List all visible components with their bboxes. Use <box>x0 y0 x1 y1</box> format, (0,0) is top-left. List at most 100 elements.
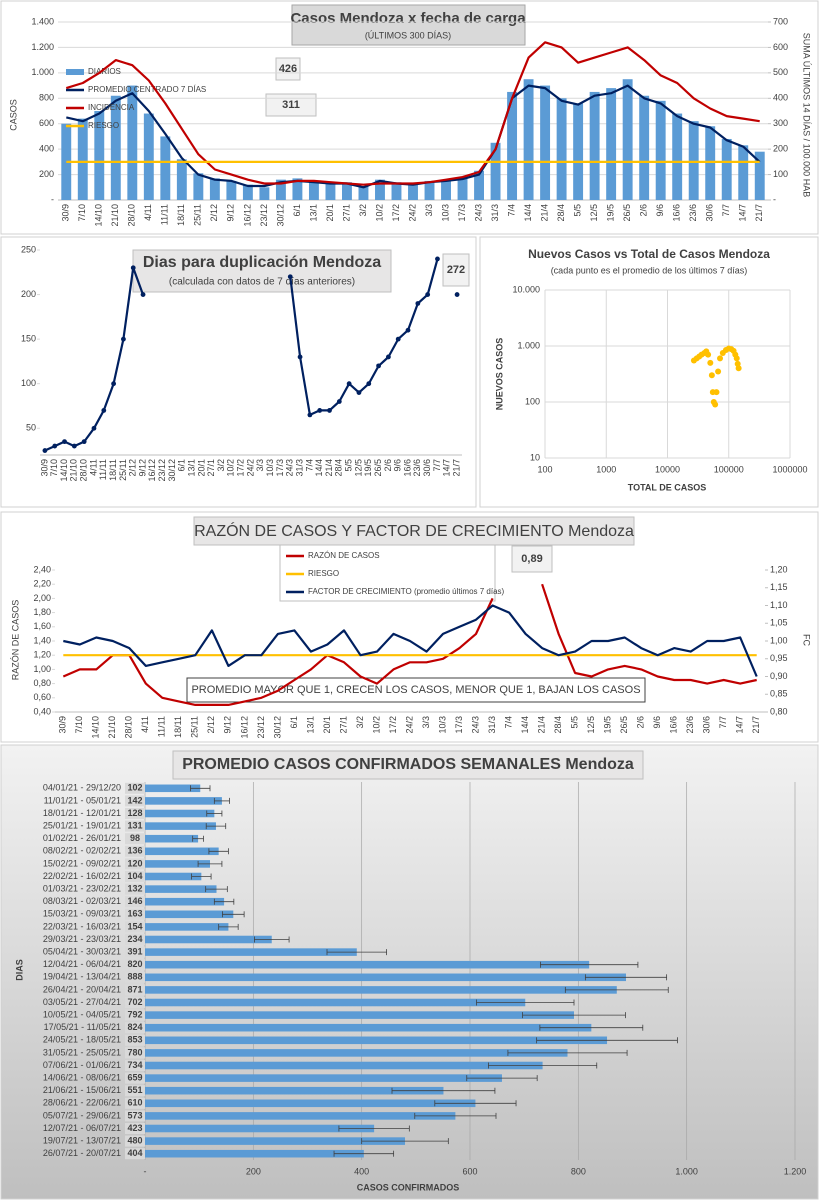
x-tick-label: 28/4 <box>334 459 344 477</box>
bar <box>145 1137 405 1145</box>
x-tick-label: 11/11 <box>98 459 108 480</box>
y-tick-label: 1.400 <box>31 16 54 26</box>
legend-box <box>279 544 496 602</box>
bar <box>145 948 357 956</box>
bar <box>77 118 88 200</box>
y-tick-label: 18/01/21 - 12/01/21 <box>43 808 121 818</box>
legend-swatch <box>66 69 84 75</box>
point <box>385 354 391 360</box>
x-tick-label: 400 <box>354 1166 369 1176</box>
note: PROMEDIO MAYOR QUE 1, CRECEN LOS CASOS, … <box>191 684 640 696</box>
value-label: 154 <box>127 921 142 931</box>
value-label-box <box>125 1009 145 1021</box>
point <box>346 381 352 387</box>
x-tick-label: 24/3 <box>285 459 295 477</box>
bar <box>721 138 732 200</box>
x-tick-label: 1.000 <box>675 1166 698 1176</box>
value-label: 142 <box>127 795 142 805</box>
x-tick-label: 30/9 <box>39 459 49 477</box>
x-tick-label: 11/11 <box>160 204 170 225</box>
x-tick-label: 21/10 <box>107 716 117 739</box>
bar <box>424 180 435 200</box>
y-tick-label: 1.200 <box>31 42 54 52</box>
value-label: 792 <box>127 1009 142 1019</box>
point <box>733 355 740 362</box>
point <box>425 292 431 297</box>
value-label-box <box>125 833 145 845</box>
point <box>62 439 67 445</box>
x-tick-label: 14/4 <box>314 459 324 477</box>
point <box>71 443 77 449</box>
x-tick-label: 3/2 <box>355 716 365 729</box>
x-tick-label: 16/12 <box>239 716 249 739</box>
bar <box>408 183 418 200</box>
y-tick-label: 29/03/21 - 23/03/21 <box>43 934 121 944</box>
y2-tick-label: 1,00 <box>770 635 788 645</box>
x-tick-label: 4/11 <box>143 204 153 221</box>
bar <box>145 797 222 805</box>
x-tick-label: 12/5 <box>589 204 599 222</box>
y2-tick-label: - <box>773 194 776 204</box>
value-label-box <box>125 934 145 945</box>
bar <box>145 1011 574 1019</box>
y-tick-label: 1,40 <box>33 635 51 645</box>
bar <box>441 179 451 200</box>
point <box>101 408 107 413</box>
x-tick-label: 4/11 <box>140 716 150 733</box>
title-box <box>291 4 526 46</box>
y2-tick-label: 400 <box>773 93 788 103</box>
bar <box>145 910 234 919</box>
x-tick-label: 9/6 <box>655 204 665 217</box>
x-tick-label: 18/11 <box>108 459 118 481</box>
annotation-box <box>275 57 301 81</box>
x-tick-label: 17/3 <box>275 459 285 477</box>
x-tick-label: 7/7 <box>721 204 731 217</box>
value-label-box <box>125 871 145 882</box>
bar <box>622 79 633 200</box>
bar <box>259 187 270 200</box>
y2-tick-label: 1,20 <box>770 564 788 574</box>
x-tick-label: 3/2 <box>216 459 226 472</box>
x-tick-label: 24/2 <box>404 716 414 734</box>
value-label-box <box>125 795 145 807</box>
x-tick-label: 21/4 <box>324 459 334 477</box>
x-tick-label: 21/10 <box>110 204 120 227</box>
x-tick-label: 7/7 <box>432 459 442 472</box>
point <box>91 425 97 431</box>
point <box>395 336 401 342</box>
bar <box>145 973 626 982</box>
line <box>62 583 757 706</box>
bar <box>145 1049 568 1057</box>
y2-axis-label: SUMA ÚLTIMOS 14 DÍAS / 100.000 HAB <box>802 33 812 197</box>
bar <box>457 177 468 200</box>
value-label: 780 <box>127 1047 142 1057</box>
bar <box>358 186 369 200</box>
y-tick-label: 07/06/21 - 01/06/21 <box>43 1060 121 1070</box>
y-tick-label: 08/03/21 - 02/03/21 <box>43 896 121 906</box>
x-tick-label: 6/1 <box>177 459 187 472</box>
y-tick-label: 10 <box>530 452 540 462</box>
value-label-box <box>125 1110 145 1122</box>
y-tick-label: 15/03/21 - 09/03/21 <box>43 909 121 919</box>
bar <box>143 113 154 200</box>
value-label: 128 <box>127 808 142 818</box>
point <box>297 354 303 360</box>
y-tick-label: 200 <box>39 169 54 179</box>
bar <box>342 182 352 200</box>
point <box>376 363 381 369</box>
x-tick-label: 16/6 <box>672 204 682 222</box>
y2-tick-label: 100 <box>773 169 788 179</box>
value-label: 102 <box>127 783 142 793</box>
legend-label: PROMEDIO CENTRADO 7 DÍAS <box>88 85 206 94</box>
y2-tick-label: 600 <box>773 42 788 52</box>
point <box>52 443 58 449</box>
x-tick-label: 23/12 <box>259 204 269 227</box>
y-tick-label: 04/01/21 - 29/12/20 <box>43 783 121 793</box>
x-tick-label: 10/3 <box>440 204 450 222</box>
chart-title: PROMEDIO CASOS CONFIRMADOS SEMANALES Men… <box>182 756 634 773</box>
bar <box>145 885 217 893</box>
bar <box>490 142 501 200</box>
y2-tick-label: 1,10 <box>770 600 788 610</box>
y-tick-label: 11/01/21 - 05/01/21 <box>44 795 121 805</box>
